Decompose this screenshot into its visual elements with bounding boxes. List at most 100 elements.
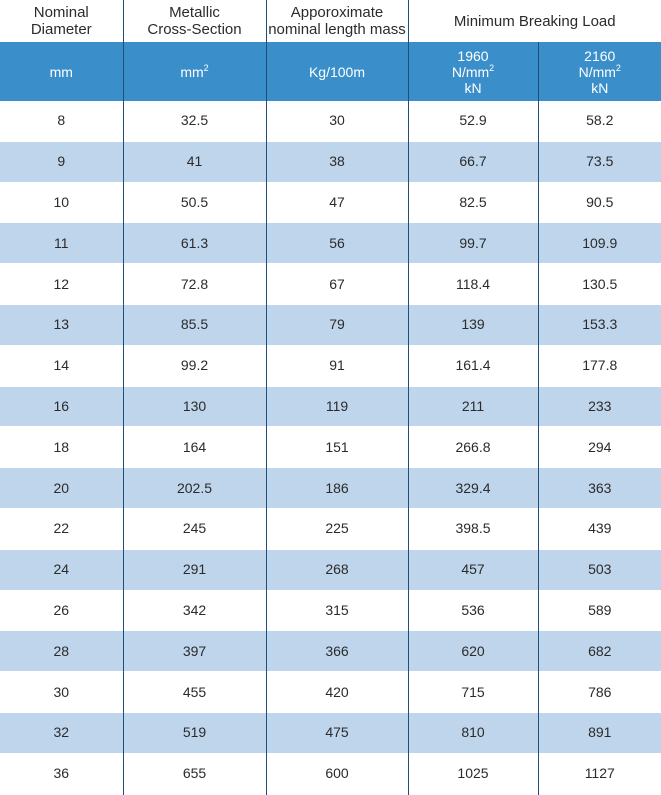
grade-strength: 1960 bbox=[409, 48, 538, 64]
unit-base: N/mm bbox=[452, 64, 489, 80]
cell-cross-section: 61.3 bbox=[123, 223, 266, 264]
cell-nominal-diameter: 28 bbox=[0, 631, 123, 672]
cell-cross-section: 72.8 bbox=[123, 264, 266, 305]
cell-mass: 30 bbox=[266, 101, 408, 141]
header-row: Nominal Diameter Metallic Cross-Section … bbox=[0, 0, 661, 42]
header-nominal-diameter: Nominal Diameter bbox=[0, 0, 123, 42]
cell-nominal-diameter: 36 bbox=[0, 753, 123, 794]
cell-load-2160: 233 bbox=[538, 386, 661, 427]
cell-load-1960: 82.5 bbox=[408, 182, 538, 223]
header-line: Metallic bbox=[124, 4, 266, 21]
cell-load-2160: 1127 bbox=[538, 753, 661, 794]
grade-strength: 2160 bbox=[539, 48, 661, 64]
cell-load-1960: 398.5 bbox=[408, 508, 538, 549]
cell-nominal-diameter: 12 bbox=[0, 264, 123, 305]
cell-cross-section: 41 bbox=[123, 141, 266, 182]
cell-mass: 186 bbox=[266, 468, 408, 509]
cell-mass: 151 bbox=[266, 427, 408, 468]
unit-exponent: 2 bbox=[204, 63, 209, 73]
unit-exponent: 2 bbox=[616, 63, 621, 73]
header-line: Cross-Section bbox=[124, 21, 266, 38]
cell-cross-section: 130 bbox=[123, 386, 266, 427]
cell-mass: 268 bbox=[266, 549, 408, 590]
cell-load-1960: 329.4 bbox=[408, 468, 538, 509]
cell-nominal-diameter: 26 bbox=[0, 590, 123, 631]
cell-load-2160: 682 bbox=[538, 631, 661, 672]
unit-diameter: mm bbox=[0, 42, 123, 101]
cell-nominal-diameter: 14 bbox=[0, 345, 123, 386]
unit-mass: Kg/100m bbox=[266, 42, 408, 101]
unit-cross-section: mm2 bbox=[123, 42, 266, 101]
unit-exponent: 2 bbox=[489, 63, 494, 73]
unit-base: N/mm bbox=[579, 64, 616, 80]
cell-nominal-diameter: 11 bbox=[0, 223, 123, 264]
cell-mass: 56 bbox=[266, 223, 408, 264]
cell-nominal-diameter: 22 bbox=[0, 508, 123, 549]
cell-mass: 366 bbox=[266, 631, 408, 672]
cell-cross-section: 655 bbox=[123, 753, 266, 794]
cell-load-2160: 90.5 bbox=[538, 182, 661, 223]
cell-load-2160: 589 bbox=[538, 590, 661, 631]
cell-mass: 47 bbox=[266, 182, 408, 223]
cell-cross-section: 245 bbox=[123, 508, 266, 549]
cell-cross-section: 85.5 bbox=[123, 304, 266, 345]
cell-load-2160: 294 bbox=[538, 427, 661, 468]
load-unit: kN bbox=[539, 80, 661, 96]
cell-load-1960: 139 bbox=[408, 304, 538, 345]
cell-load-1960: 620 bbox=[408, 631, 538, 672]
header-line: Diameter bbox=[0, 21, 123, 38]
cell-mass: 315 bbox=[266, 590, 408, 631]
cell-load-2160: 177.8 bbox=[538, 345, 661, 386]
cell-cross-section: 32.5 bbox=[123, 101, 266, 141]
header-approx-mass: Apporoximate nominal length mass bbox=[266, 0, 408, 42]
cell-mass: 79 bbox=[266, 304, 408, 345]
cell-cross-section: 397 bbox=[123, 631, 266, 672]
cell-load-2160: 73.5 bbox=[538, 141, 661, 182]
cell-cross-section: 519 bbox=[123, 712, 266, 753]
cell-load-1960: 536 bbox=[408, 590, 538, 631]
unit-grade-2160: 2160 N/mm2 kN bbox=[538, 42, 661, 101]
cell-nominal-diameter: 18 bbox=[0, 427, 123, 468]
unit-base: mm bbox=[180, 64, 203, 80]
cell-load-2160: 363 bbox=[538, 468, 661, 509]
cell-nominal-diameter: 16 bbox=[0, 386, 123, 427]
cell-cross-section: 342 bbox=[123, 590, 266, 631]
cell-cross-section: 164 bbox=[123, 427, 266, 468]
cell-load-1960: 810 bbox=[408, 712, 538, 753]
cell-nominal-diameter: 8 bbox=[0, 101, 123, 141]
header-line: Nominal bbox=[0, 4, 123, 21]
cell-nominal-diameter: 10 bbox=[0, 182, 123, 223]
cell-load-2160: 439 bbox=[538, 508, 661, 549]
cell-nominal-diameter: 32 bbox=[0, 712, 123, 753]
header-line: Apporoximate bbox=[267, 4, 408, 21]
cell-mass: 91 bbox=[266, 345, 408, 386]
grade-unit: N/mm2 bbox=[539, 64, 661, 80]
cell-nominal-diameter: 24 bbox=[0, 549, 123, 590]
cell-load-1960: 266.8 bbox=[408, 427, 538, 468]
cell-load-1960: 715 bbox=[408, 672, 538, 713]
header-min-breaking-load: Minimum Breaking Load bbox=[408, 0, 661, 42]
cell-load-2160: 153.3 bbox=[538, 304, 661, 345]
header-line: nominal length mass bbox=[267, 21, 408, 38]
cell-nominal-diameter: 13 bbox=[0, 304, 123, 345]
cell-cross-section: 455 bbox=[123, 672, 266, 713]
grade-unit: N/mm2 bbox=[409, 64, 538, 80]
cell-mass: 420 bbox=[266, 672, 408, 713]
cell-cross-section: 291 bbox=[123, 549, 266, 590]
